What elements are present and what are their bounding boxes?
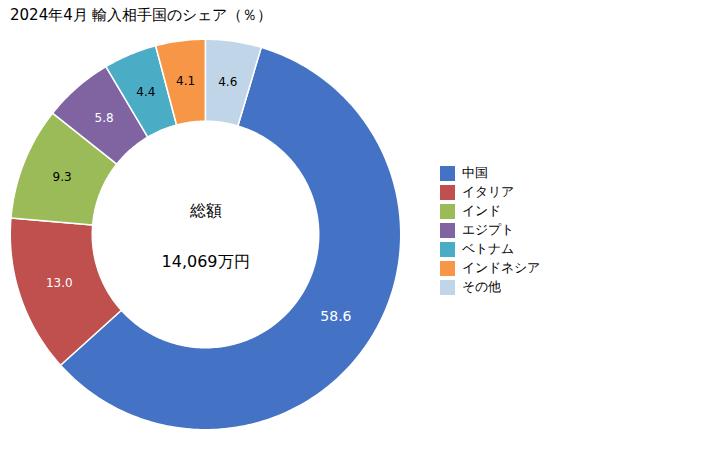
svg-text:5.8: 5.8 bbox=[95, 111, 114, 125]
html-text:その他: その他 bbox=[461, 279, 501, 295]
html-text:イタリア: イタリア bbox=[461, 184, 514, 200]
svg-text:総額: 総額 bbox=[189, 201, 222, 220]
svg-text:4.1: 4.1 bbox=[176, 74, 195, 88]
html-text:インド: インド bbox=[461, 203, 501, 219]
html-text:エジプト: エジプト bbox=[461, 222, 514, 238]
html-text:2024年4月 輸入相手国のシェア（％）: 2024年4月 輸入相手国のシェア（％） bbox=[10, 6, 273, 24]
svg-text:4.6: 4.6 bbox=[218, 75, 237, 89]
svg-text:4.4: 4.4 bbox=[136, 85, 155, 99]
svg-text:13.0: 13.0 bbox=[46, 276, 73, 290]
svg-text:14,069万円: 14,069万円 bbox=[162, 252, 250, 271]
svg-text:58.6: 58.6 bbox=[320, 308, 351, 324]
svg-text:9.3: 9.3 bbox=[53, 170, 72, 184]
html-text:中国: 中国 bbox=[461, 165, 488, 181]
html-text:インドネシア: インドネシア bbox=[461, 260, 540, 276]
html-text:ベトナム: ベトナム bbox=[461, 241, 514, 257]
